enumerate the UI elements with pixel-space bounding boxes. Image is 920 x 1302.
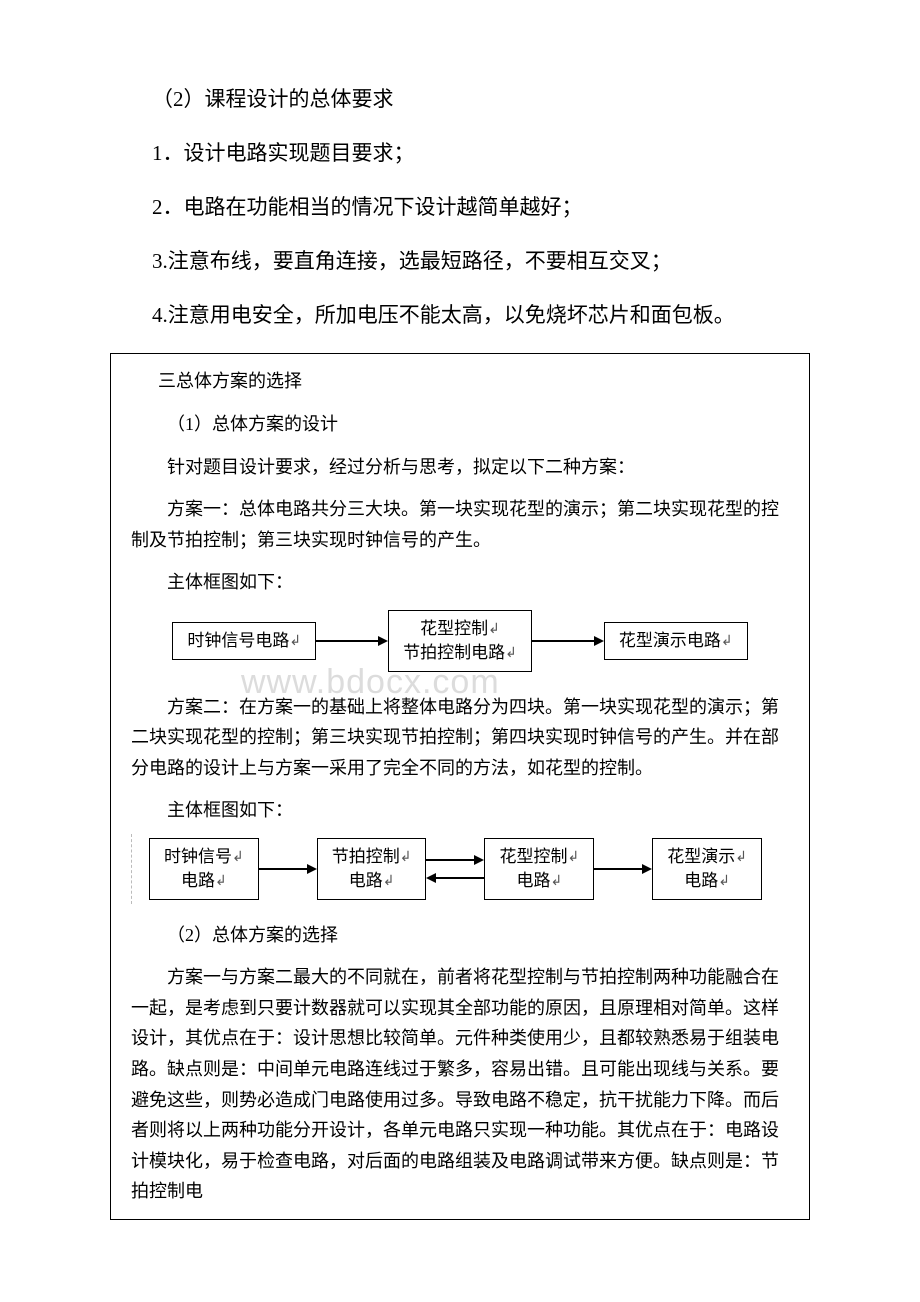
d2-box-beat: 节拍控制↲ 电路↲ [317, 838, 427, 900]
frame-title: 三总体方案的选择 [131, 366, 789, 397]
return-icon: ↲ [383, 872, 395, 892]
frame-s2: （2）总体方案的选择 [131, 920, 789, 951]
d2-box-clock: 时钟信号↲ 电路↲ [149, 838, 259, 900]
d2-box-clock-l2: 电路 [181, 871, 215, 890]
req-item-1: 1．设计电路实现题目要求； [110, 134, 810, 174]
d2-box-display-l1: 花型演示 [667, 847, 735, 866]
d2-box-pattern-l2: 电路 [516, 871, 550, 890]
d2-box-beat-l2: 电路 [349, 871, 383, 890]
frame-p3: 主体框图如下： [131, 567, 789, 598]
diagram-2: 时钟信号↲ 电路↲ 节拍控制↲ 电路↲ 花型控制↲ 电路↲ 花型 [131, 838, 789, 900]
top-requirements: （2）课程设计的总体要求 1．设计电路实现题目要求； 2．电路在功能相当的情况下… [110, 80, 810, 335]
return-icon: ↲ [400, 848, 412, 868]
d2-arrow-3 [594, 864, 652, 874]
return-icon: ↲ [488, 620, 500, 640]
d2-box-pattern-l1: 花型控制 [499, 847, 567, 866]
req-item-4: 4.注意用电安全，所加电压不能太高，以免烧坏芯片和面包板。 [110, 296, 810, 336]
req-item-3: 3.注意布线，要直角连接，选最短路径，不要相互交叉； [110, 242, 810, 282]
frame-p1: 针对题目设计要求，经过分析与思考，拟定以下二种方案： [131, 452, 789, 483]
return-icon: ↲ [718, 872, 730, 892]
d1-box-control: 花型控制↲ 节拍控制电路↲ [388, 610, 532, 672]
frame-p5: 主体框图如下： [131, 795, 789, 826]
d1-box-display-label: 花型演示电路 [619, 631, 721, 650]
d2-box-display-l2: 电路 [684, 871, 718, 890]
return-icon: ↲ [721, 632, 733, 652]
return-icon: ↲ [215, 872, 227, 892]
d1-box-control-l1: 花型控制 [420, 619, 488, 638]
d1-box-clock-label: 时钟信号电路 [187, 631, 289, 650]
d1-box-clock: 时钟信号电路↲ [172, 622, 316, 660]
frame-p6: 方案一与方案二最大的不同就在，前者将花型控制与节拍控制两种功能融合在一起，是考虑… [131, 962, 789, 1207]
d2-box-display: 花型演示↲ 电路↲ [652, 838, 762, 900]
return-icon: ↲ [567, 848, 579, 868]
d1-arrow-2 [532, 636, 604, 646]
req-heading: （2）课程设计的总体要求 [110, 80, 810, 120]
return-icon: ↲ [232, 848, 244, 868]
d2-arrow-2-bidir [426, 855, 484, 883]
d1-box-control-l2: 节拍控制电路 [403, 643, 505, 662]
d2-arrow-1 [259, 864, 317, 874]
d2-dashed-guide [131, 834, 133, 904]
d2-box-pattern: 花型控制↲ 电路↲ [484, 838, 594, 900]
frame-p4: 方案二：在方案一的基础上将整体电路分为四块。第一块实现花型的演示；第二块实现花型… [131, 692, 789, 784]
return-icon: ↲ [735, 848, 747, 868]
return-icon: ↲ [289, 632, 301, 652]
d2-box-clock-l1: 时钟信号 [164, 847, 232, 866]
diagram-1: 时钟信号电路↲ 花型控制↲ 节拍控制电路↲ 花型演示电路↲ www.bdocx.… [131, 610, 789, 672]
frame-p2: 方案一：总体电路共分三大块。第一块实现花型的演示；第二块实现花型的控制及节拍控制… [131, 494, 789, 555]
return-icon: ↲ [505, 644, 517, 664]
frame-s1: （1）总体方案的设计 [131, 409, 789, 440]
req-item-2: 2．电路在功能相当的情况下设计越简单越好； [110, 188, 810, 228]
scheme-frame: 三总体方案的选择 （1）总体方案的设计 针对题目设计要求，经过分析与思考，拟定以… [110, 353, 810, 1219]
d1-arrow-1 [316, 636, 388, 646]
d1-box-display: 花型演示电路↲ [604, 622, 748, 660]
return-icon: ↲ [550, 872, 562, 892]
d2-box-beat-l1: 节拍控制 [332, 847, 400, 866]
